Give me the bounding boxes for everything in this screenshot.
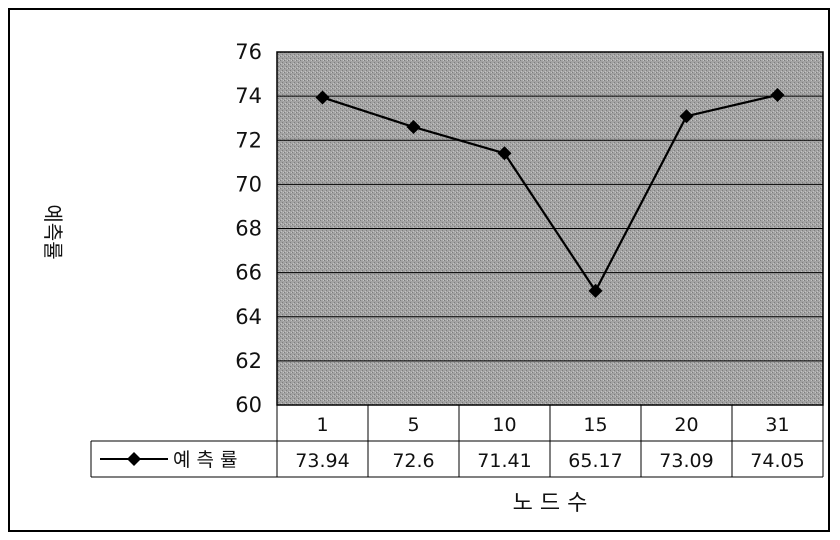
y-axis-ticks: 60 62 64 66 68 70 72 74 76	[235, 40, 262, 417]
data-point	[406, 120, 421, 135]
legend-label: 예 측 률	[173, 449, 238, 471]
y-tick-label: 68	[235, 217, 262, 241]
y-tick-label: 70	[235, 172, 262, 196]
series-line	[315, 88, 785, 298]
data-label: 72.6	[392, 450, 434, 472]
y-tick-label: 60	[235, 393, 262, 417]
x-tick-label: 31	[765, 414, 789, 436]
series-polyline	[322, 93, 778, 294]
data-point	[315, 90, 330, 105]
legend-marker	[127, 452, 141, 466]
y-tick-label: 66	[235, 261, 262, 285]
y-tick-label: 72	[235, 128, 262, 152]
data-label: 73.09	[659, 450, 713, 472]
data-point	[770, 88, 785, 103]
gridlines	[277, 95, 823, 362]
y-tick-label: 74	[235, 84, 262, 108]
data-label: 73.94	[295, 450, 349, 472]
x-tick-label: 1	[316, 414, 328, 436]
data-point	[588, 283, 603, 298]
data-label: 71.41	[477, 450, 531, 472]
data-point	[679, 109, 694, 124]
y-axis-label: 예측률	[41, 204, 65, 259]
y-tick-label: 64	[235, 305, 262, 329]
x-axis-label: 노 드 수	[513, 491, 588, 516]
y-tick-label: 76	[235, 40, 262, 64]
data-point	[497, 146, 512, 161]
y-tick-label: 62	[235, 349, 262, 373]
x-tick-label: 15	[583, 414, 607, 436]
data-label: 65.17	[568, 450, 622, 472]
data-label: 74.05	[750, 450, 804, 472]
x-tick-label: 10	[492, 414, 516, 436]
x-tick-label: 5	[407, 414, 419, 436]
x-tick-label: 20	[674, 414, 698, 436]
